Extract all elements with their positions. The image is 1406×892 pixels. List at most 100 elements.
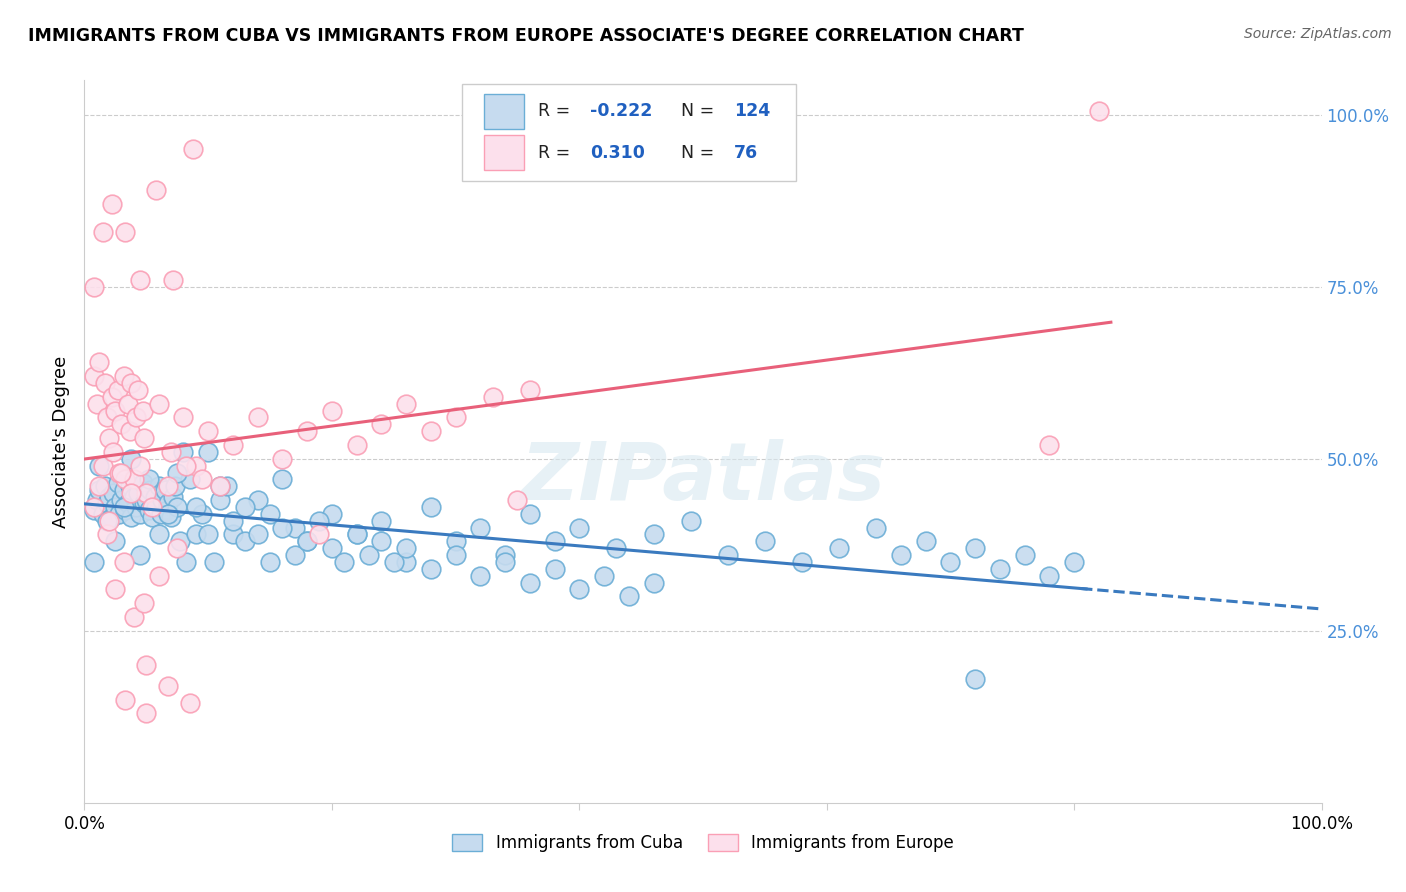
Point [110, 493, 132, 508]
Point [83, 503, 105, 517]
Point [184, 500, 207, 514]
Point [988, 562, 1011, 576]
Point [1038, 568, 1060, 582]
Point [104, 403, 127, 417]
Text: R =: R = [538, 103, 576, 120]
Point [284, 548, 307, 562]
Point [148, 397, 170, 411]
Point [494, 555, 516, 569]
Text: 76: 76 [734, 144, 758, 161]
Point [135, 486, 157, 500]
Point [865, 520, 887, 534]
Point [370, 534, 392, 549]
Point [83, 279, 105, 293]
Point [179, 472, 201, 486]
Point [259, 555, 281, 569]
Point [114, 472, 136, 486]
Point [114, 692, 136, 706]
Point [112, 369, 135, 384]
Point [321, 403, 343, 417]
Bar [484, 94, 523, 128]
Point [96, 410, 118, 425]
Point [83, 500, 105, 514]
Point [131, 475, 153, 490]
Point [112, 500, 135, 514]
Point [222, 438, 245, 452]
Text: -0.222: -0.222 [591, 103, 652, 120]
Point [120, 424, 142, 438]
Point [89, 483, 111, 497]
Point [129, 548, 152, 562]
Point [191, 472, 214, 486]
Point [114, 503, 136, 517]
Text: R =: R = [538, 144, 582, 161]
Point [166, 541, 188, 556]
Point [470, 568, 492, 582]
Point [120, 510, 142, 524]
Point [157, 496, 180, 510]
Point [568, 520, 591, 534]
Point [295, 534, 318, 549]
Point [172, 410, 194, 425]
Point [1038, 438, 1060, 452]
Point [346, 527, 368, 541]
Point [494, 548, 516, 562]
Point [104, 582, 127, 597]
Point [100, 510, 122, 524]
Point [86, 397, 108, 411]
Point [890, 548, 912, 562]
Point [91, 458, 114, 473]
Point [145, 183, 167, 197]
Point [132, 496, 155, 510]
Point [965, 672, 987, 686]
Point [91, 507, 114, 521]
Point [157, 479, 180, 493]
Point [160, 510, 183, 524]
Point [141, 510, 163, 524]
Point [150, 493, 173, 508]
Point [135, 658, 157, 673]
Point [129, 458, 152, 473]
Text: IMMIGRANTS FROM CUBA VS IMMIGRANTS FROM EUROPE ASSOCIATE'S DEGREE CORRELATION CH: IMMIGRANTS FROM CUBA VS IMMIGRANTS FROM … [28, 27, 1024, 45]
Point [284, 520, 307, 534]
Point [444, 548, 467, 562]
Point [135, 493, 157, 508]
Point [108, 507, 131, 521]
Point [246, 527, 269, 541]
Point [246, 410, 269, 425]
Point [120, 376, 142, 390]
Point [605, 541, 627, 556]
Point [754, 534, 776, 549]
Point [679, 514, 702, 528]
Point [1014, 548, 1036, 562]
Point [114, 225, 136, 239]
Point [233, 500, 256, 514]
Point [370, 514, 392, 528]
Point [395, 397, 418, 411]
Point [127, 486, 149, 500]
Point [160, 445, 183, 459]
Point [295, 424, 318, 438]
Point [828, 541, 851, 556]
Point [617, 590, 640, 604]
Point [108, 466, 131, 480]
Point [470, 520, 492, 534]
Point [94, 479, 117, 493]
Point [643, 527, 665, 541]
Point [790, 555, 813, 569]
Point [110, 466, 132, 480]
Point [209, 493, 232, 508]
Point [141, 500, 163, 514]
Point [209, 479, 232, 493]
Point [148, 568, 170, 582]
Point [132, 431, 155, 445]
Point [122, 472, 145, 486]
Point [939, 555, 962, 569]
Point [101, 486, 124, 500]
Point [233, 534, 256, 549]
Text: N =: N = [681, 144, 720, 161]
Point [139, 483, 162, 497]
Point [419, 500, 441, 514]
Point [129, 273, 152, 287]
Point [202, 555, 225, 569]
